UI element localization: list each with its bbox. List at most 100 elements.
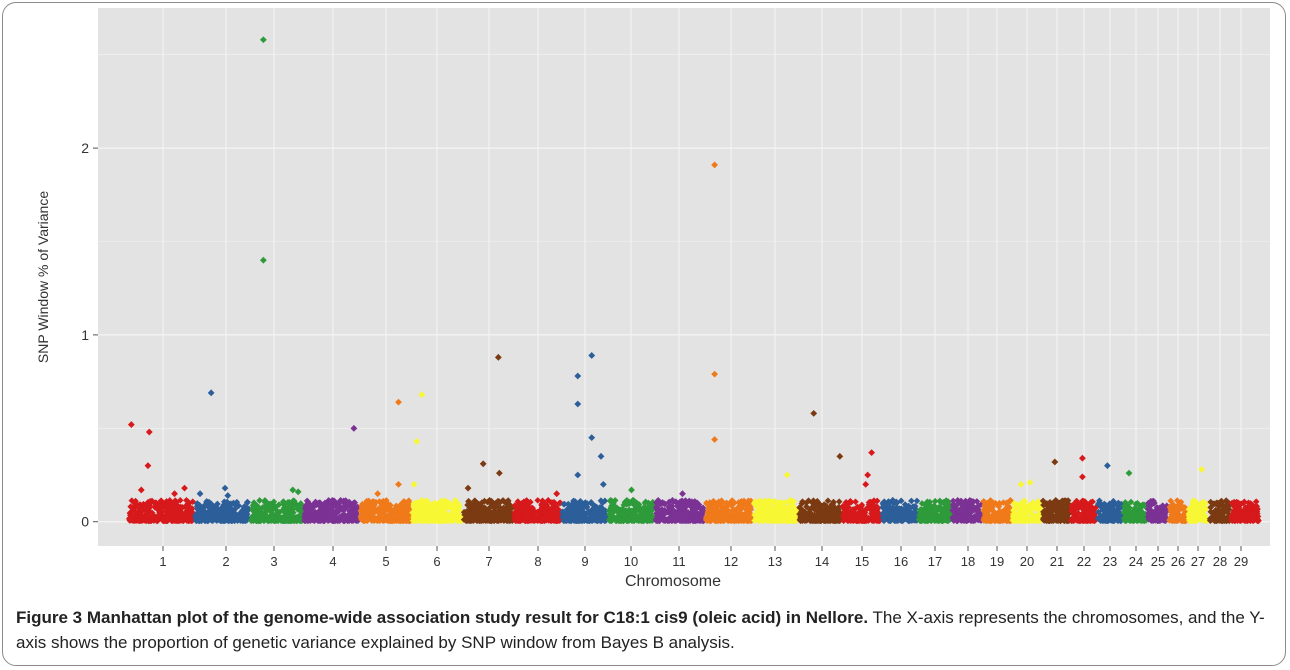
snp-point [527,498,534,506]
snp-point [660,516,668,524]
snp-point [637,512,644,520]
snp-point [538,501,545,509]
snp-point [575,499,583,507]
snp-point [641,516,648,524]
snp-point [405,517,413,525]
snp-point [383,516,391,524]
snp-point [270,498,278,506]
snp-point [431,516,439,524]
snp-point [177,503,185,511]
snp-point [294,503,302,511]
snp-point [623,516,631,523]
snp-point [494,516,501,524]
snp-point [536,507,543,515]
snp-point [171,516,178,524]
snp-point [626,500,634,507]
snp-point [337,496,344,504]
snp-point [637,505,644,513]
snp-point [470,504,478,511]
snp-point [350,499,357,507]
snp-point [233,498,241,506]
snp-point [372,498,380,506]
snp-point [520,498,528,506]
snp-point [673,502,681,510]
snp-point [134,508,142,516]
snp-point [670,498,677,506]
snp-point [275,514,283,522]
snp-point [207,500,215,507]
snp-point [461,511,468,519]
snp-point [223,505,231,513]
snp-point [417,514,425,522]
snp-point [281,517,288,525]
snp-point [222,501,229,508]
snp-point [329,509,337,517]
snp-point [276,508,283,516]
snp-point [240,512,248,520]
snp-point [269,506,277,513]
snp-point [587,500,595,507]
snp-point [205,498,213,506]
snp-point [221,517,228,524]
snp-point [290,498,297,506]
manhattan-chart: 012 1 2 3 4 5 6 7 8 9 10 11 12 13 14 15 16 17 18 19 20 21 22 2… [35,8,1270,590]
snp-point [618,510,626,518]
snp-point [590,515,597,523]
snp-point [281,499,288,507]
snp-point [387,516,395,523]
snp-point [235,502,243,510]
snp-point [538,515,545,522]
snp-point [569,508,577,515]
snp-point [419,517,427,524]
snp-point [585,508,593,516]
snp-point [554,517,562,524]
snp-point [159,512,167,520]
snp-point [608,497,615,505]
snp-point [146,497,154,505]
snp-point [338,505,346,513]
snp-point [504,497,512,504]
snp-point [308,509,316,517]
snp-point [457,515,464,523]
snp-point [315,499,322,507]
snp-point [606,516,614,524]
snp-point [491,504,498,512]
snp-point [162,505,170,512]
snp-point [274,517,282,525]
snp-point [189,498,197,506]
plot-panel [98,8,1270,546]
snp-point [230,499,237,507]
snp-point [159,517,166,524]
snp-point [340,497,348,505]
snp-point [148,516,156,523]
snp-point [545,512,552,519]
snp-point [629,497,637,504]
snp-point [185,517,192,525]
snp-point [241,504,248,512]
snp-point [311,499,318,507]
snp-point [550,500,558,508]
snp-point [126,515,133,523]
snp-point [645,510,652,518]
snp-point [183,507,191,514]
snp-point [602,507,609,515]
snp-point [320,517,327,524]
snp-point [511,502,519,509]
snp-point [214,500,221,508]
snp-point [613,504,621,511]
snp-point [343,516,350,523]
snp-point [209,517,217,525]
snp-point [267,515,274,522]
snp-point [242,508,250,515]
snp-point [312,501,320,509]
snp-point [544,496,552,504]
snp-point [599,514,606,522]
snp-point [418,504,426,511]
snp-point [255,514,263,522]
snp-point [577,503,585,510]
snp-point [286,498,293,506]
snp-point [476,515,484,522]
snp-point [399,516,406,523]
snp-point [380,507,388,515]
snp-point [501,498,508,506]
